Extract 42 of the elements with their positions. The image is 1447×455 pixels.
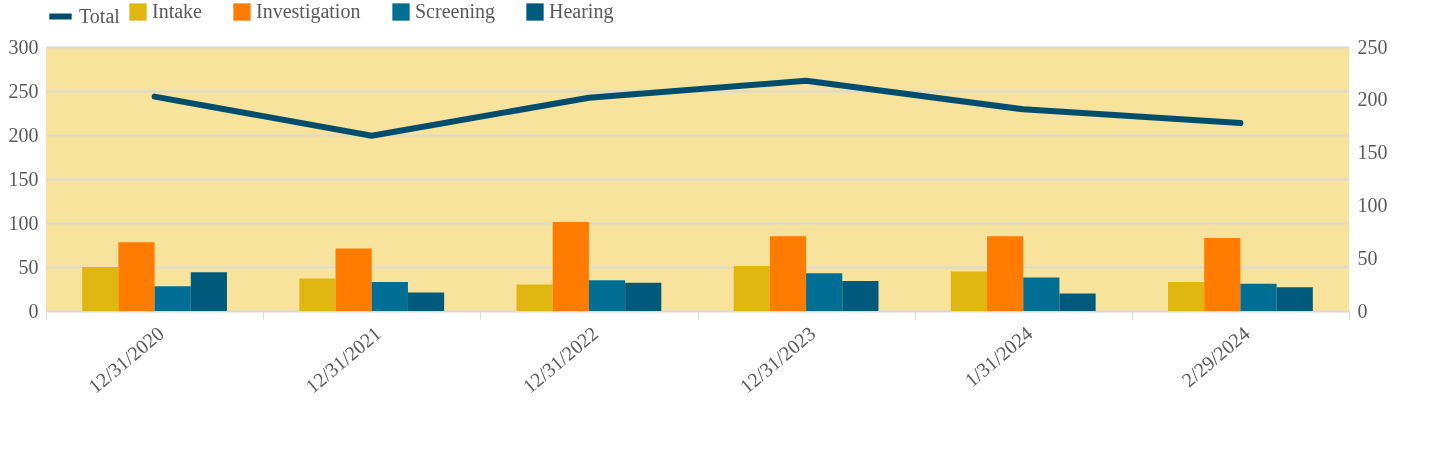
bar — [1059, 293, 1096, 311]
bar — [516, 284, 553, 311]
bar — [190, 272, 227, 311]
y-tick-label: 300 — [8, 35, 39, 58]
bar — [154, 286, 191, 311]
y2-tick-label: 50 — [1357, 246, 1378, 269]
bar — [950, 271, 988, 311]
y-tick-label: 0 — [28, 299, 39, 322]
legend-label: Hearing — [549, 0, 614, 23]
bar — [82, 267, 119, 311]
bar — [1204, 237, 1241, 311]
bar — [1023, 277, 1060, 311]
legend-label: Investigation — [256, 0, 361, 23]
legend-label: Total — [79, 4, 121, 27]
legend-label: Screening — [415, 0, 495, 23]
bar — [552, 222, 589, 311]
bar — [769, 236, 807, 311]
legend-label: Intake — [152, 0, 203, 22]
bar — [299, 278, 336, 311]
bar — [987, 236, 1024, 311]
y-tick-label: 200 — [8, 123, 39, 146]
y-tick-label: 150 — [8, 167, 39, 190]
bar — [806, 273, 843, 311]
bar — [733, 266, 770, 311]
y2-tick-label: 0 — [1357, 299, 1368, 322]
bar — [1168, 281, 1205, 311]
y2-tick-label: 100 — [1357, 193, 1388, 216]
bar — [1276, 287, 1313, 311]
bar — [1240, 283, 1277, 311]
bar — [335, 248, 372, 311]
bar — [407, 292, 445, 311]
bar — [842, 281, 879, 311]
y-tick-label: 50 — [18, 255, 39, 278]
y2-tick-label: 200 — [1357, 88, 1388, 111]
y2-tick-label: 250 — [1357, 35, 1388, 58]
bar — [118, 242, 155, 311]
y2-tick-label: 150 — [1357, 141, 1388, 164]
bar — [625, 282, 662, 311]
y-tick-label: 100 — [8, 211, 39, 234]
bar — [588, 280, 626, 311]
y-tick-label: 250 — [8, 79, 39, 102]
bar — [371, 281, 408, 311]
